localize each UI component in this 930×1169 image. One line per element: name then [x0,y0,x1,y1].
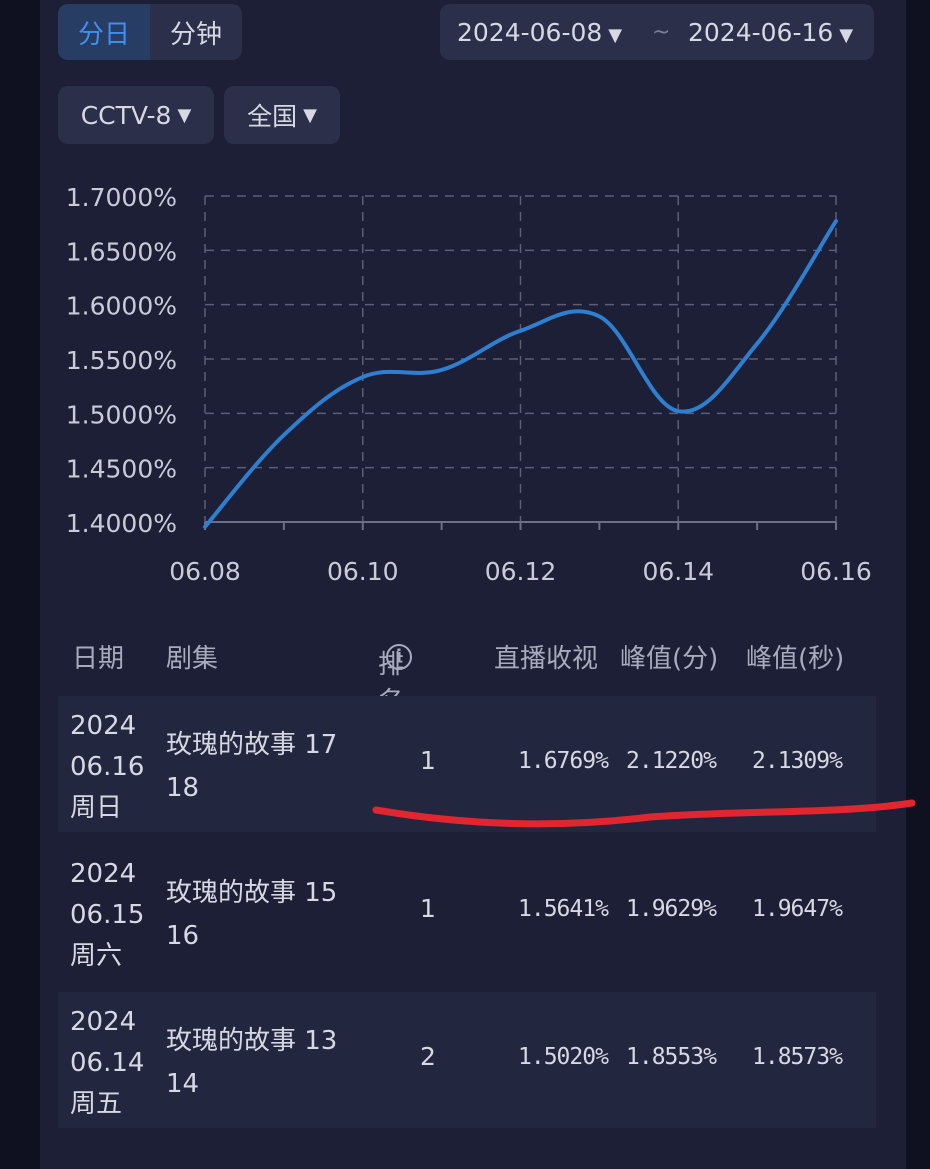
series-line [203,219,838,529]
region-value: 全国 [247,102,298,131]
x-tick-label: 06.12 [485,557,557,586]
row-drama: 玫瑰的故事 13 14 [166,1026,338,1099]
table-header: 日期 剧集 排名i 直播收视 峰值(分) 峰值(秒) [0,632,930,717]
y-tick-label: 1.4500% [66,455,177,484]
row-live: 1.5641% [518,896,609,922]
row-rank: 1 [420,894,436,923]
y-tick-label: 1.5000% [66,400,177,429]
row-rank: 1 [420,746,436,775]
date-range-picker: 2024-06-08 ▼ ~ 2024-06-16 ▼ [440,4,874,60]
chevron-down-icon: ▼ [839,24,854,46]
row-peak-sec: 1.9647% [752,896,843,922]
y-tick-label: 1.7000% [66,183,177,212]
end-date-select[interactable]: 2024-06-16 ▼ [688,18,853,47]
x-tick-label: 06.16 [800,557,872,586]
row-live: 1.6769% [518,748,609,774]
start-date-value: 2024-06-08 [457,17,603,47]
header-live: 直播收视 [494,644,599,674]
app-panel [40,0,906,1169]
chevron-down-icon: ▼ [608,24,623,46]
channel-value: CCTV-8 [80,100,172,130]
y-tick-label: 1.6500% [66,237,177,266]
row-peak-sec: 2.1309% [752,748,843,774]
range-separator: ~ [652,19,671,45]
x-tick-label: 06.14 [642,557,714,586]
row-peak-min: 1.8553% [626,1044,717,1070]
row-date: 2024 06.14 周五 [70,1007,145,1119]
y-tick-label: 1.4000% [66,509,177,538]
channel-select[interactable]: CCTV-8 ▼ [58,86,214,144]
x-tick-label: 06.08 [169,557,241,586]
start-date-select[interactable]: 2024-06-08 ▼ [457,18,622,47]
row-peak-min: 2.1220% [626,748,717,774]
chevron-down-icon: ▼ [177,104,192,126]
header-drama: 剧集 [166,644,219,674]
table-row[interactable]: 2024 06.16 周日 玫瑰的故事 17 18 1 1.6769% 2.1220%… [58,696,876,832]
tab-daily[interactable]: 分日 [58,4,150,60]
x-tick-label: 06.10 [327,557,399,586]
table-row[interactable]: 2024 06.15 周六 玫瑰的故事 15 16 1 1.5641% 1.9629%… [58,844,876,980]
header-peak-min: 峰值(分) [620,644,719,674]
row-drama: 玫瑰的故事 17 18 [166,730,338,803]
y-tick-label: 1.6000% [66,292,177,321]
end-date-value: 2024-06-16 [688,17,834,47]
row-rank: 2 [420,1042,436,1071]
row-date: 2024 06.16 周日 [70,711,145,823]
row-peak-sec: 1.8573% [752,1044,843,1070]
table-row[interactable]: 2024 06.14 周五 玫瑰的故事 13 14 2 1.5020% 1.8553%… [58,992,876,1128]
row-peak-min: 1.9629% [626,896,717,922]
row-date: 2024 06.15 周六 [70,859,145,971]
row-live: 1.5020% [518,1044,609,1070]
y-tick-label: 1.5500% [66,346,177,375]
header-date: 日期 [72,644,125,674]
row-drama: 玫瑰的故事 15 16 [166,878,338,951]
region-select[interactable]: 全国 ▼ [224,86,340,144]
header-peak-sec: 峰值(秒) [746,644,845,674]
mode-toggle: 分日 分钟 [58,4,242,60]
info-icon[interactable]: i [386,644,412,670]
tab-minute[interactable]: 分钟 [169,19,222,50]
chevron-down-icon: ▼ [303,104,317,126]
ratings-line-chart: 1.7000% 1.6500% 1.6000% 1.5500% 1.5000% 1.450… [66,183,872,586]
